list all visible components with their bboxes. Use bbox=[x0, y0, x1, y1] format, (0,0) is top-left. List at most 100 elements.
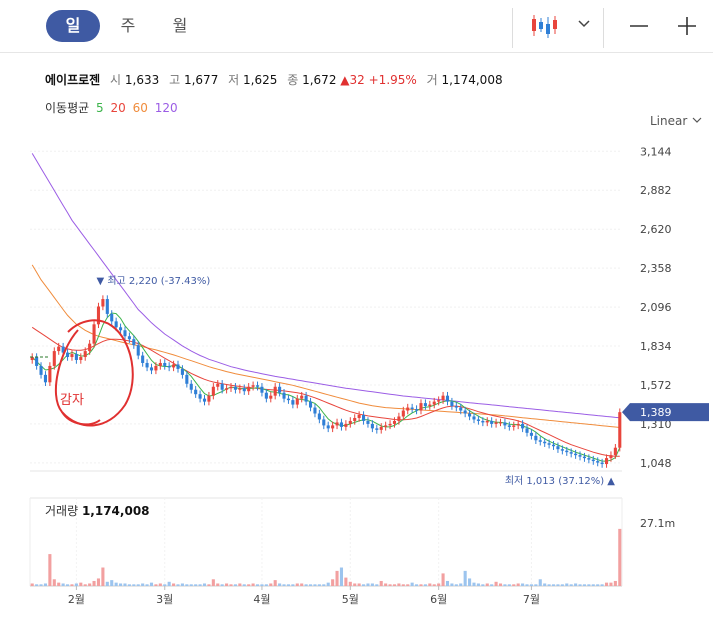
x-tick-label: 3월 bbox=[156, 593, 173, 606]
candle-body bbox=[255, 385, 260, 387]
volume-bar bbox=[304, 584, 308, 586]
change-percent: +1.95% bbox=[368, 73, 417, 87]
volume-bar bbox=[273, 580, 277, 586]
volume-bar bbox=[291, 584, 295, 586]
volume-bar bbox=[300, 583, 304, 586]
candle-body bbox=[397, 416, 401, 421]
candle-body bbox=[322, 419, 326, 426]
volume-bar bbox=[401, 584, 405, 586]
chevron-down-icon[interactable] bbox=[576, 12, 592, 40]
volume-bar bbox=[596, 584, 600, 586]
candle-body bbox=[185, 374, 189, 384]
candle-body bbox=[525, 428, 529, 433]
volume-bar bbox=[331, 579, 335, 586]
volume-bar bbox=[255, 584, 260, 586]
candle-body bbox=[278, 386, 282, 393]
volume-bar bbox=[132, 584, 136, 586]
ma-label: 이동평균 bbox=[45, 101, 90, 115]
candle-body bbox=[490, 420, 494, 424]
candle-body bbox=[450, 401, 454, 407]
tab-weekly[interactable]: 주 bbox=[120, 16, 136, 35]
volume-bar bbox=[92, 580, 96, 586]
candle-body bbox=[251, 385, 255, 387]
volume-bar bbox=[242, 584, 246, 586]
volume-bar bbox=[317, 584, 321, 586]
candle-body bbox=[101, 299, 105, 307]
volume-bar bbox=[149, 582, 154, 586]
low-marker-label: 최저 1,013 (37.12%) ▲ bbox=[505, 475, 615, 487]
zoom-out-icon[interactable] bbox=[628, 12, 650, 40]
candle-body bbox=[445, 395, 450, 402]
scale-mode-selector[interactable]: Linear bbox=[650, 114, 703, 128]
candle-body bbox=[335, 422, 339, 426]
candle-body bbox=[136, 345, 140, 356]
volume-bar bbox=[468, 578, 472, 586]
x-tick-label: 5월 bbox=[342, 593, 359, 606]
current-price-label: 1,389 bbox=[640, 406, 672, 419]
candle-body bbox=[560, 449, 564, 451]
candle-body bbox=[286, 398, 290, 401]
tab-monthly[interactable]: 월 bbox=[172, 16, 188, 35]
candle-body bbox=[132, 339, 136, 346]
volume-bar bbox=[494, 581, 498, 586]
current-price-tag bbox=[622, 403, 709, 422]
volume-bar bbox=[353, 583, 357, 586]
candle-body bbox=[61, 346, 65, 353]
volume-bar bbox=[582, 584, 586, 586]
candle-body bbox=[92, 324, 96, 344]
candle-body bbox=[494, 422, 498, 424]
candle-body bbox=[498, 422, 503, 424]
volume-bar bbox=[512, 584, 516, 586]
candle-body bbox=[432, 401, 436, 405]
price-summary: 에이프로젠 시 1,633 고 1,677 저 1,625 종 1,672 ▲3… bbox=[45, 71, 503, 88]
moving-average-legend[interactable]: 이동평균 5 20 60 120 bbox=[45, 99, 178, 116]
handwritten-circle bbox=[54, 319, 134, 427]
candle-body bbox=[273, 386, 277, 396]
volume-bar bbox=[35, 584, 39, 586]
handwritten-stroke bbox=[61, 411, 101, 426]
volume-bar bbox=[370, 583, 374, 586]
tab-daily[interactable]: 일 bbox=[46, 10, 100, 42]
candle-body bbox=[516, 423, 520, 426]
volume-bar bbox=[194, 584, 198, 586]
candle-body bbox=[119, 327, 123, 331]
candle-body bbox=[348, 420, 352, 424]
close-value: 1,672 bbox=[302, 73, 337, 87]
volume-bar bbox=[560, 584, 564, 586]
volume-bar bbox=[282, 584, 286, 586]
volume-bar bbox=[419, 584, 423, 586]
candle-body bbox=[220, 383, 224, 390]
candle-body bbox=[194, 389, 198, 395]
volume-bar bbox=[543, 583, 547, 586]
volume-bar bbox=[326, 582, 330, 586]
candle-body bbox=[48, 365, 52, 383]
candle-body bbox=[587, 458, 591, 460]
candle-body bbox=[370, 423, 374, 429]
volume-bar bbox=[454, 584, 458, 586]
zoom-in-icon[interactable] bbox=[676, 12, 698, 40]
candle-body bbox=[233, 386, 237, 390]
candle-body bbox=[30, 357, 34, 360]
candle-body bbox=[211, 386, 215, 396]
volume-max-tick-label: 27.1m bbox=[640, 517, 675, 530]
handwritten-note: 감자 bbox=[60, 393, 84, 408]
candle-body bbox=[529, 432, 533, 436]
candle-body bbox=[326, 425, 330, 429]
high-value: 1,677 bbox=[183, 73, 219, 87]
volume-bar bbox=[485, 583, 489, 586]
candle-body bbox=[565, 450, 569, 453]
candle-body bbox=[379, 426, 383, 430]
candle-body bbox=[176, 364, 180, 369]
volume-bar bbox=[83, 584, 87, 586]
candle-body bbox=[344, 423, 348, 427]
candle-body bbox=[406, 407, 410, 411]
chart-type-selector[interactable] bbox=[528, 12, 588, 40]
volume-bar bbox=[344, 577, 348, 586]
ma60-line bbox=[31, 264, 620, 428]
candle-body bbox=[423, 403, 427, 407]
candle-body bbox=[392, 420, 397, 424]
candle-body bbox=[238, 388, 242, 390]
candle-body bbox=[401, 410, 405, 417]
volume-bar bbox=[141, 583, 145, 586]
